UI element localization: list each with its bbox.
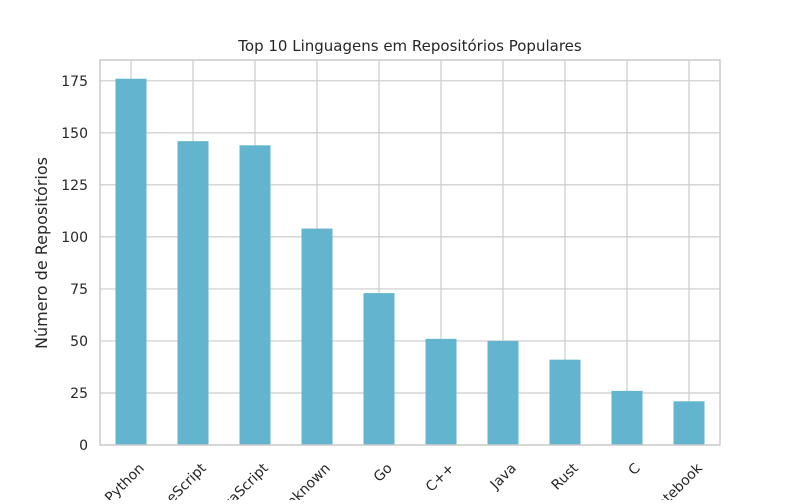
y-tick-label: 50 (70, 334, 88, 350)
y-tick-labels: 0 25 50 75 100 125 150 175 (61, 74, 88, 454)
y-tick-label: 25 (70, 386, 88, 402)
x-tick-label: Unknown (276, 460, 333, 500)
bar (549, 359, 581, 445)
bar (177, 141, 209, 445)
x-tick-label: TypeScript (146, 460, 210, 500)
bar (363, 293, 395, 445)
x-tick-label: Python (102, 460, 148, 500)
x-tick-label: Go (371, 460, 396, 485)
bar (425, 338, 457, 445)
x-tick-label: Jupyter Notebook (608, 460, 707, 500)
x-tick-labels: Python TypeScript JavaScript Unknown Go C++ Ja… (102, 460, 706, 500)
bar (673, 401, 705, 445)
x-tick-label: Java (487, 460, 520, 493)
chart-title: Top 10 Linguagens em Repositórios Popula… (237, 37, 582, 55)
x-tick-label: JavaScript (210, 460, 272, 500)
x-tick-label: C++ (423, 460, 458, 495)
y-tick-label: 150 (61, 126, 88, 142)
y-tick-label: 100 (61, 230, 88, 246)
bar (239, 145, 271, 445)
plot-frame (99, 59, 721, 446)
bar (487, 340, 519, 445)
y-tick-label: 0 (79, 438, 88, 454)
bar (115, 78, 147, 445)
bars (115, 78, 705, 445)
plot-border (99, 59, 721, 446)
y-tick-label: 75 (70, 282, 88, 298)
y-axis-label: Número de Repositórios (32, 157, 51, 349)
bar (611, 390, 643, 445)
x-tick-label: C (626, 460, 644, 478)
bar (301, 228, 333, 445)
y-tick-label: 125 (61, 178, 88, 194)
y-tick-label: 175 (61, 74, 88, 90)
x-tick-label: Rust (549, 460, 582, 493)
